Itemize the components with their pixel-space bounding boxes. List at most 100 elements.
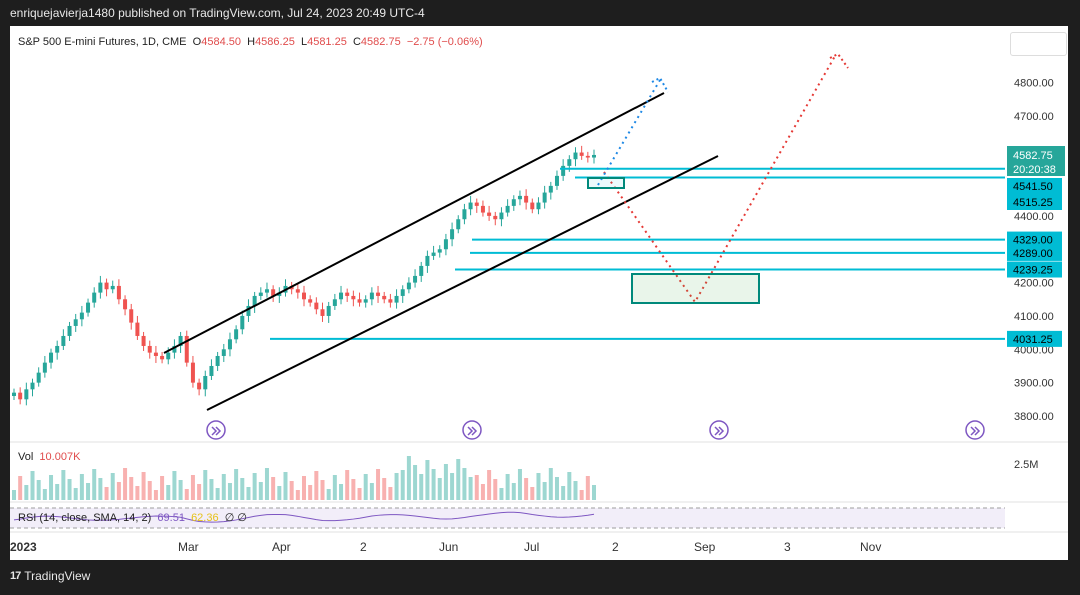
volume-bar xyxy=(209,479,214,500)
x-tick-label: Sep xyxy=(694,540,716,554)
volume-value: 10.007K xyxy=(39,451,81,463)
candle-body xyxy=(160,355,165,360)
event-marker-chevron xyxy=(714,426,725,436)
candle-body xyxy=(357,299,362,303)
volume-bar xyxy=(36,480,41,500)
candle-body xyxy=(326,305,331,316)
candle-body xyxy=(42,362,47,373)
y-tick-label: 4400.00 xyxy=(1014,211,1054,223)
high-value: 4586.25 xyxy=(255,36,295,48)
candle-body xyxy=(499,212,504,220)
volume-bar xyxy=(517,469,522,500)
candle-body xyxy=(388,299,393,303)
volume-bar xyxy=(468,477,473,500)
volume-legend: Vol 10.007K xyxy=(18,451,81,463)
candle-body xyxy=(308,299,313,303)
volume-bar xyxy=(129,477,134,500)
rsi-band xyxy=(10,508,1005,528)
volume-bar xyxy=(153,490,158,500)
volume-bar xyxy=(480,484,485,500)
candle-body xyxy=(456,219,461,230)
small-zone-box xyxy=(587,177,625,189)
volume-bar xyxy=(585,476,590,500)
candle-body xyxy=(585,155,590,158)
symbol-title[interactable]: S&P 500 E-mini Futures, 1D, CME xyxy=(18,36,187,48)
volume-bar xyxy=(166,485,171,500)
candle-body xyxy=(30,382,35,390)
candle-body xyxy=(264,289,269,293)
volume-bar xyxy=(203,470,208,500)
candle-body xyxy=(110,285,115,290)
candle-body xyxy=(18,392,23,400)
candle-body xyxy=(104,282,109,290)
candle-body xyxy=(548,185,553,193)
countdown-text: 20:20:38 xyxy=(1013,164,1056,176)
volume-bar xyxy=(98,478,103,500)
volume-bar xyxy=(493,479,498,500)
projection-blue-path xyxy=(597,79,661,186)
candle-body xyxy=(116,285,121,300)
change-value: −2.75 (−0.06%) xyxy=(406,36,483,48)
candle-body xyxy=(443,239,448,250)
candle-body xyxy=(413,275,418,283)
volume-bar xyxy=(592,485,596,500)
event-marker-icon xyxy=(462,420,482,440)
candle-body xyxy=(55,345,60,353)
volume-bar xyxy=(542,482,547,500)
candle-body xyxy=(246,305,251,316)
volume-bar xyxy=(110,473,115,500)
volume-bar xyxy=(554,477,559,500)
volume-bar xyxy=(289,481,294,500)
volume-bar xyxy=(271,477,276,500)
volume-bar xyxy=(357,488,362,500)
candle-body xyxy=(295,289,300,293)
candle-body xyxy=(511,199,516,206)
y-tick-label: 4200.00 xyxy=(1014,278,1054,290)
volume-bar xyxy=(326,489,331,500)
volume-bar xyxy=(295,490,300,500)
candle-body xyxy=(277,292,282,296)
candle-body xyxy=(197,382,202,390)
candle-body xyxy=(209,365,214,376)
candle-body xyxy=(530,202,535,210)
chart-settings-button[interactable] xyxy=(1010,32,1067,56)
candle-body xyxy=(487,212,492,216)
volume-bar xyxy=(12,490,16,500)
volume-bar xyxy=(184,489,189,500)
volume-bar xyxy=(197,484,202,500)
rsi-value: 69.51 xyxy=(157,512,185,524)
rsi-legend: RSI (14, close, SMA, 14, 2) 69.51 62.36 … xyxy=(18,512,247,524)
level-badge-text: 4289.00 xyxy=(1013,248,1053,260)
volume-bar xyxy=(431,469,436,500)
level-badge xyxy=(1007,178,1062,194)
volume-bar xyxy=(450,473,455,500)
volume-bar xyxy=(252,473,257,500)
candle-body xyxy=(12,392,16,396)
volume-bar xyxy=(116,482,121,500)
volume-bar xyxy=(160,476,165,500)
candle-body xyxy=(234,329,239,340)
volume-bar xyxy=(536,473,541,500)
rsi-title[interactable]: RSI (14, close, SMA, 14, 2) xyxy=(18,512,152,524)
candle-body xyxy=(190,362,195,383)
candle-body xyxy=(400,289,405,296)
volume-bar xyxy=(61,470,66,500)
candle-body xyxy=(153,352,158,356)
candle-body xyxy=(339,292,344,300)
level-badge xyxy=(1007,261,1062,278)
volume-bar xyxy=(339,484,344,500)
y-tick-label: 3900.00 xyxy=(1014,378,1054,390)
candle-body xyxy=(579,152,584,156)
candle-body xyxy=(363,299,368,303)
candle-body xyxy=(480,205,485,213)
candle-body xyxy=(542,192,547,203)
volume-bar xyxy=(345,470,350,500)
volume-bar xyxy=(42,489,47,500)
volume-bar xyxy=(104,487,109,500)
demand-zone-box xyxy=(631,273,760,304)
candle-body xyxy=(573,152,578,160)
rsi-ma-value: 62.36 xyxy=(191,512,219,524)
volume-bar xyxy=(376,469,381,500)
candle-body xyxy=(561,165,566,176)
